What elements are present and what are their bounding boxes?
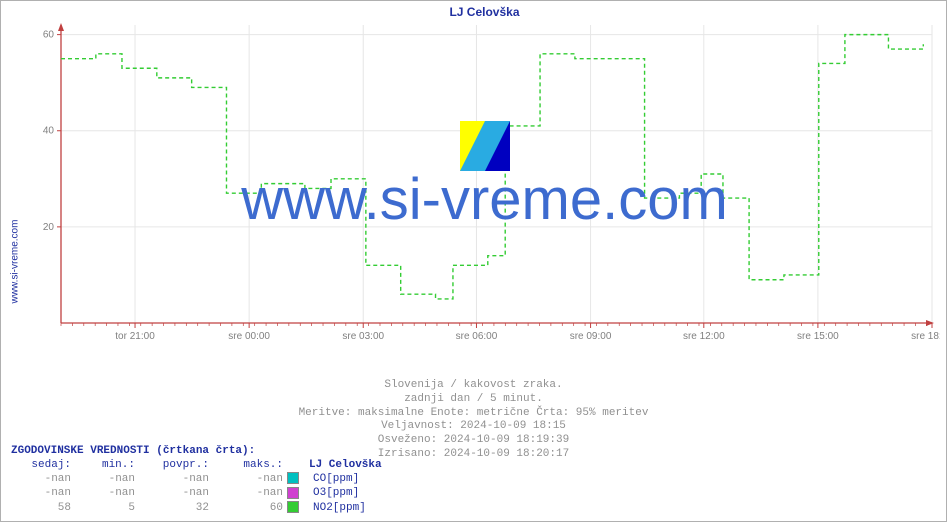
- chart-area: LJ Celovška 20 40 60 tor 21:00 sre 00:00 sre …: [29, 5, 940, 375]
- svg-text:sre 06:00: sre 06:00: [456, 331, 498, 342]
- chart-title: LJ Celovška: [29, 5, 940, 19]
- meta-line: Meritve: maksimalne Enote: metrične Črta…: [1, 407, 946, 421]
- history-cell: -nan: [11, 486, 71, 500]
- svg-text:60: 60: [43, 30, 55, 41]
- history-header: min.:: [75, 458, 135, 472]
- svg-text:sre 09:00: sre 09:00: [570, 331, 612, 342]
- history-block: ZGODOVINSKE VREDNOSTI (črtkana črta): se…: [11, 444, 382, 515]
- series-label: O3[ppm]: [309, 486, 382, 500]
- history-title: ZGODOVINSKE VREDNOSTI (črtkana črta):: [11, 444, 382, 458]
- svg-text:sre 00:00: sre 00:00: [228, 331, 270, 342]
- series-swatch-icon: [287, 501, 305, 515]
- history-cell: -nan: [213, 486, 283, 500]
- history-header: maks.:: [213, 458, 283, 472]
- history-station: LJ Celovška: [309, 458, 382, 472]
- plot: 20 40 60 tor 21:00 sre 00:00 sre 03:00 sre 06:…: [29, 21, 940, 351]
- svg-text:sre 15:00: sre 15:00: [797, 331, 839, 342]
- history-cell: -nan: [75, 472, 135, 486]
- svg-text:sre 18:00: sre 18:00: [911, 331, 940, 342]
- meta-line: Veljavnost: 2024-10-09 18:15: [1, 420, 946, 434]
- svg-text:sre 12:00: sre 12:00: [683, 331, 725, 342]
- history-header: povpr.:: [139, 458, 209, 472]
- series-swatch-icon: [287, 472, 305, 486]
- history-cell: 60: [213, 501, 283, 515]
- history-cell: 58: [11, 501, 71, 515]
- meta-line: Slovenija / kakovost zraka.: [1, 379, 946, 393]
- chart-container: www.si-vreme.com LJ Celovška 20 40 60 tor 2…: [0, 0, 947, 522]
- svg-text:tor 21:00: tor 21:00: [115, 331, 155, 342]
- history-cell: -nan: [213, 472, 283, 486]
- svg-text:40: 40: [43, 126, 55, 137]
- history-cell: -nan: [139, 472, 209, 486]
- history-table: sedaj:min.:povpr.:maks.:LJ Celovška-nan-…: [11, 458, 382, 515]
- series-swatch-icon: [287, 486, 305, 500]
- history-cell: -nan: [75, 486, 135, 500]
- series-label: NO2[ppm]: [309, 501, 382, 515]
- side-label: www.si-vreme.com: [10, 219, 21, 303]
- svg-text:sre 03:00: sre 03:00: [342, 331, 384, 342]
- svg-text:20: 20: [43, 222, 55, 233]
- history-cell: 32: [139, 501, 209, 515]
- meta-line: zadnji dan / 5 minut.: [1, 393, 946, 407]
- history-cell: -nan: [139, 486, 209, 500]
- history-cell: -nan: [11, 472, 71, 486]
- series-label: CO[ppm]: [309, 472, 382, 486]
- history-header: sedaj:: [11, 458, 71, 472]
- history-cell: 5: [75, 501, 135, 515]
